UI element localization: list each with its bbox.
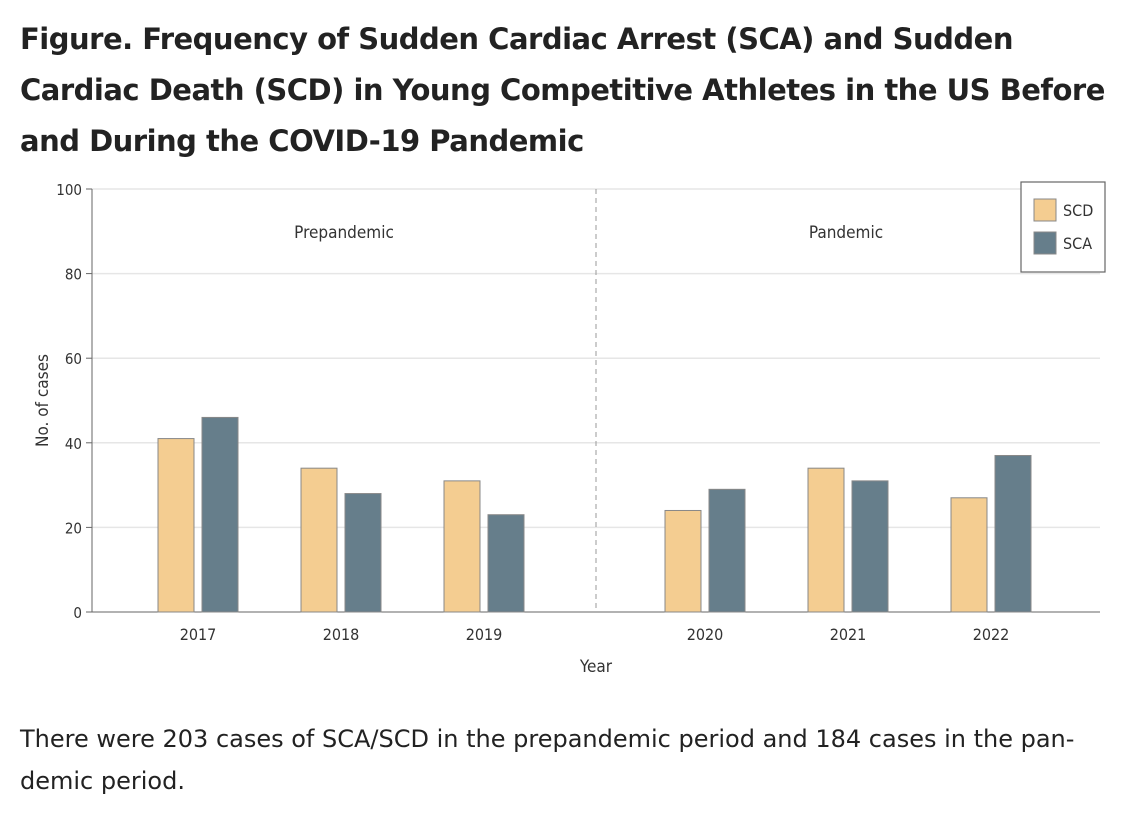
y-tick-label: 100 (56, 181, 82, 199)
x-tick-label: 2020 (687, 625, 724, 644)
annotation-pandemic: Pandemic (809, 223, 883, 243)
bar-sca-2017 (201, 416, 239, 613)
x-tick-label: 2022 (973, 625, 1010, 644)
bar-scd-2020 (664, 509, 702, 613)
bar-scd-2018 (300, 467, 338, 613)
y-tick-label: 80 (65, 266, 82, 284)
legend-box (1020, 181, 1106, 273)
x-tick-label: 2019 (466, 625, 503, 644)
bar-scd-2017 (157, 438, 195, 613)
bar-sca-2021 (851, 480, 889, 613)
bar-scd-2021 (807, 467, 845, 613)
bar-sca-2020 (708, 488, 746, 613)
legend-label-sca: SCA (1063, 234, 1092, 253)
bar-sca-2018 (344, 493, 382, 613)
y-tick-label: 60 (65, 350, 82, 368)
bar-sca-2022 (994, 454, 1032, 613)
bar-sca-2019 (487, 514, 525, 613)
legend-label-scd: SCD (1063, 201, 1093, 220)
x-tick-label: 2018 (323, 625, 360, 644)
y-axis-label: No. of cases (33, 354, 53, 447)
annotation-prepandemic: Prepandemic (294, 223, 394, 243)
bar-scd-2022 (950, 497, 988, 613)
y-tick-label: 40 (65, 435, 82, 453)
x-axis-label: Year (579, 657, 613, 677)
legend-swatch-scd (1033, 198, 1057, 222)
figure-caption: There were 203 cases of SCA/SCD in the p… (20, 725, 1075, 795)
bar-chart: 0 20 40 60 80 100 2017 2018 2019 2020 2021 2022 Prep… (33, 181, 1106, 677)
figure-title: Figure. Frequency of Sudden Cardiac Arre… (20, 22, 1105, 158)
legend-swatch-sca (1033, 231, 1057, 255)
bar-scd-2019 (443, 480, 481, 613)
x-tick-label: 2021 (830, 625, 867, 644)
y-tick-label: 20 (65, 519, 82, 537)
y-tick-label: 0 (73, 604, 82, 622)
x-tick-label: 2017 (180, 625, 217, 644)
